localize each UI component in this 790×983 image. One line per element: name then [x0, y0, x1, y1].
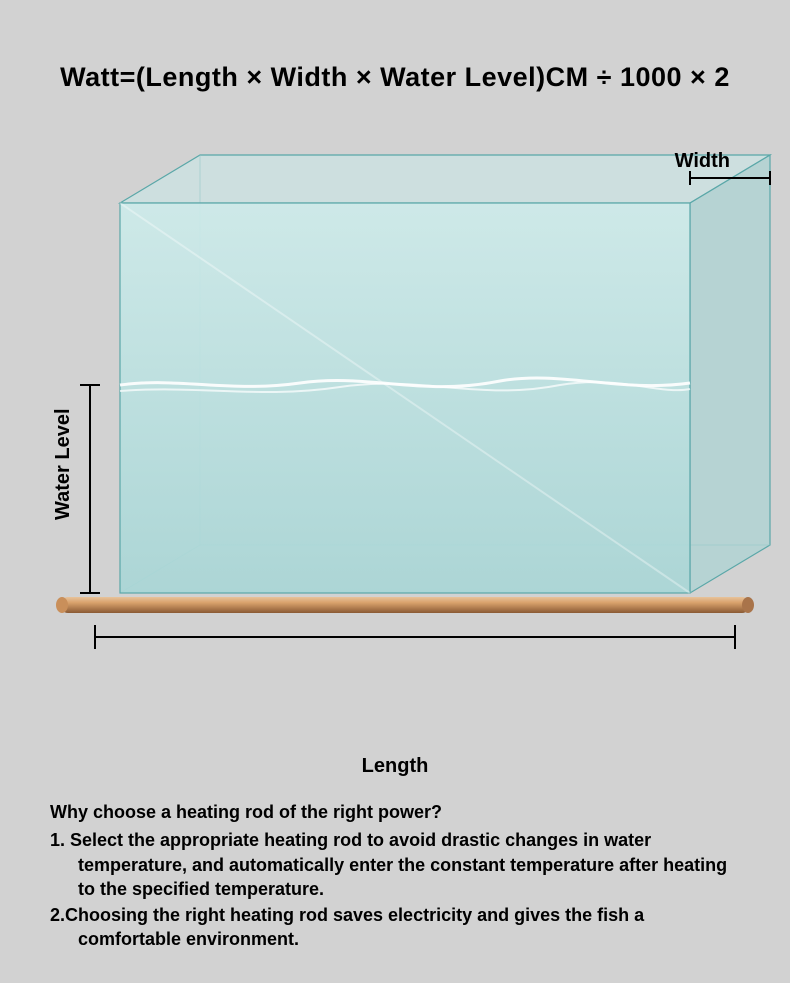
base-rod: [60, 597, 750, 613]
explanation-point-1: 1. Select the appropriate heating rod to…: [50, 828, 740, 901]
tank-side-face: [690, 155, 770, 593]
length-bracket: [95, 625, 735, 649]
base-rod-cap-right: [742, 597, 754, 613]
width-label: Width: [675, 150, 730, 173]
explanation-block: Why choose a heating rod of the right po…: [50, 800, 740, 954]
formula-text: Watt=(Length × Width × Water Level)CM ÷ …: [0, 62, 790, 93]
water-level-label: Water Level: [52, 408, 75, 520]
tank-svg: [0, 135, 790, 695]
tank-diagram: [0, 135, 790, 735]
base-rod-cap-left: [56, 597, 68, 613]
water-level-bracket: [80, 385, 100, 593]
tank-top-face: [120, 155, 770, 203]
explanation-point-2: 2.Choosing the right heating rod saves e…: [50, 903, 740, 952]
length-label: Length: [0, 755, 790, 778]
explanation-question: Why choose a heating rod of the right po…: [50, 800, 740, 824]
